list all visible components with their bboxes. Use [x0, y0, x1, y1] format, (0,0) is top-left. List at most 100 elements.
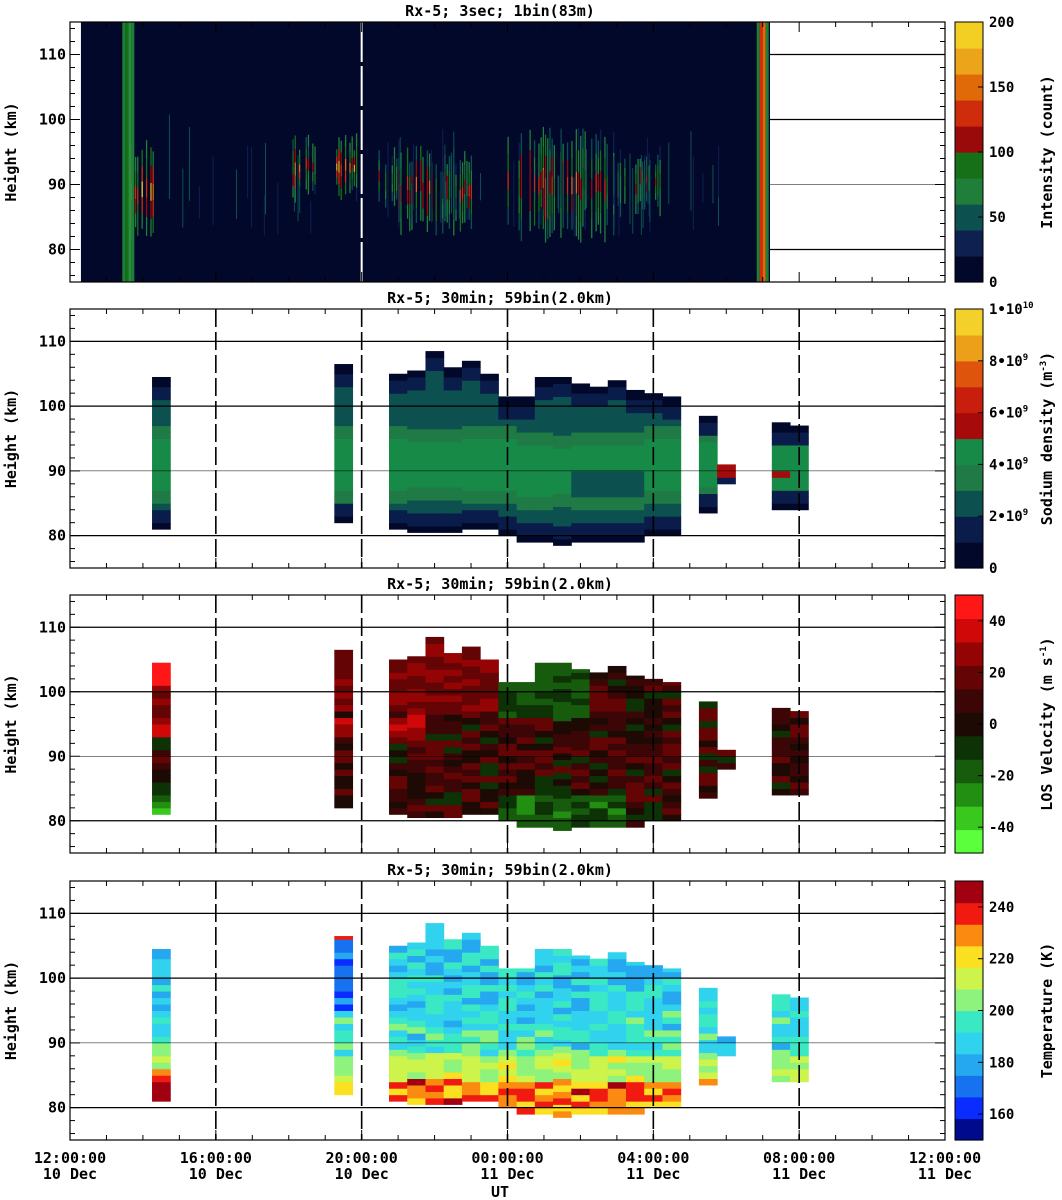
sodium-cell	[461, 432, 481, 439]
colorbar-tick-label: 100	[989, 145, 1014, 161]
velocity-cell	[152, 782, 171, 789]
temperature-cell	[498, 968, 518, 973]
intensity-streak	[353, 179, 356, 187]
sodium-cell	[443, 506, 463, 514]
sodium-cell	[443, 389, 463, 397]
sodium-cell	[334, 373, 354, 381]
sodium-cell	[443, 376, 463, 384]
velocity-cell	[480, 807, 499, 815]
sodium-cell	[425, 383, 445, 391]
intensity-streak	[542, 188, 544, 209]
intensity-streak	[344, 182, 347, 195]
temperature-cell	[152, 984, 171, 992]
sodium-cell	[625, 419, 645, 427]
velocity-cell	[443, 707, 463, 715]
intensity-streak	[580, 135, 582, 158]
intensity-streak	[137, 219, 139, 236]
sodium-cell	[662, 419, 682, 427]
colorbar-tick-label: 160	[989, 1107, 1014, 1123]
velocity-cell	[589, 814, 609, 822]
temperature-cell	[589, 1088, 609, 1096]
temperature-cell	[662, 1068, 682, 1076]
temperature-cell	[571, 1101, 591, 1109]
velocity-cell	[461, 691, 481, 699]
sodium-cell	[334, 477, 354, 485]
sodium-cell	[480, 432, 499, 439]
sodium-cell	[571, 406, 591, 414]
velocity-cell	[152, 691, 171, 699]
velocity-cell	[389, 749, 408, 757]
temperature-cell	[534, 1101, 554, 1109]
sodium-cell	[553, 389, 572, 397]
intensity-streak	[413, 144, 415, 211]
temperature-cell	[589, 958, 609, 966]
velocity-cell	[516, 801, 536, 809]
temperature-cell	[534, 978, 554, 986]
sodium-cell	[407, 519, 426, 527]
intensity-streak	[355, 187, 358, 202]
intensity-streak	[613, 132, 615, 153]
temperature-cell	[589, 1075, 609, 1083]
y-tick-label: 100	[39, 969, 66, 987]
velocity-cell	[553, 811, 572, 819]
velocity-cell	[461, 698, 481, 706]
temperature-cell	[389, 997, 408, 1005]
intensity-streak	[558, 175, 560, 214]
temperature-cell	[461, 1068, 481, 1076]
intensity-streak	[396, 182, 398, 192]
temperature-cell	[152, 1068, 171, 1076]
temperature-cell	[534, 997, 554, 1005]
intensity-streak	[134, 171, 137, 186]
velocity-cell	[534, 807, 554, 815]
intensity-streak	[641, 161, 644, 172]
velocity-cell	[334, 717, 354, 725]
intensity-streak	[646, 183, 648, 193]
sodium-cell	[607, 496, 627, 504]
sodium-cell	[425, 454, 445, 462]
intensity-streak	[624, 185, 626, 195]
intensity-streak	[336, 170, 338, 178]
intensity-streak	[400, 152, 402, 169]
velocity-cell	[334, 659, 354, 667]
sodium-cell	[516, 522, 536, 530]
temperature-cell	[389, 945, 408, 953]
panel-title: Rx-5; 30min; 59bin(2.0km)	[387, 575, 613, 593]
temperature-cell	[443, 994, 463, 1002]
sodium-cell	[571, 509, 591, 517]
velocity-cell	[516, 717, 536, 725]
intensity-streak	[468, 185, 470, 197]
sodium-cell	[516, 457, 536, 465]
sodium-cell	[480, 483, 499, 491]
intensity-streak	[518, 143, 520, 161]
intensity-streak	[459, 203, 462, 218]
intensity-streak	[378, 150, 380, 161]
intensity-streak	[353, 171, 356, 180]
sodium-cell	[534, 516, 554, 524]
temperature-cell	[389, 1029, 408, 1037]
intensity-streak	[385, 198, 387, 208]
intensity-streak	[355, 146, 358, 161]
intensity-streak	[344, 158, 347, 171]
intensity-streak	[411, 183, 413, 224]
sodium-cell	[425, 435, 445, 443]
sodium-cell	[407, 512, 426, 520]
temperature-cell	[698, 1026, 718, 1034]
sodium-cell	[152, 438, 171, 446]
intensity-streak	[599, 171, 602, 192]
intensity-streak	[292, 185, 294, 198]
intensity-streak	[547, 218, 549, 240]
temperature-cell	[389, 991, 408, 999]
velocity-cell	[389, 685, 408, 693]
intensity-streak	[520, 133, 522, 155]
temperature-cell	[461, 1049, 481, 1057]
velocity-cell	[644, 678, 663, 686]
temperature-cell	[790, 1036, 809, 1044]
velocity-cell	[334, 794, 354, 802]
sodium-cell	[334, 419, 354, 427]
intensity-streak	[529, 129, 531, 151]
velocity-cell	[553, 798, 572, 806]
intensity-streak	[426, 199, 429, 216]
intensity-streak	[409, 203, 411, 218]
velocity-cell	[480, 717, 499, 725]
temperature-cell	[553, 1020, 572, 1028]
